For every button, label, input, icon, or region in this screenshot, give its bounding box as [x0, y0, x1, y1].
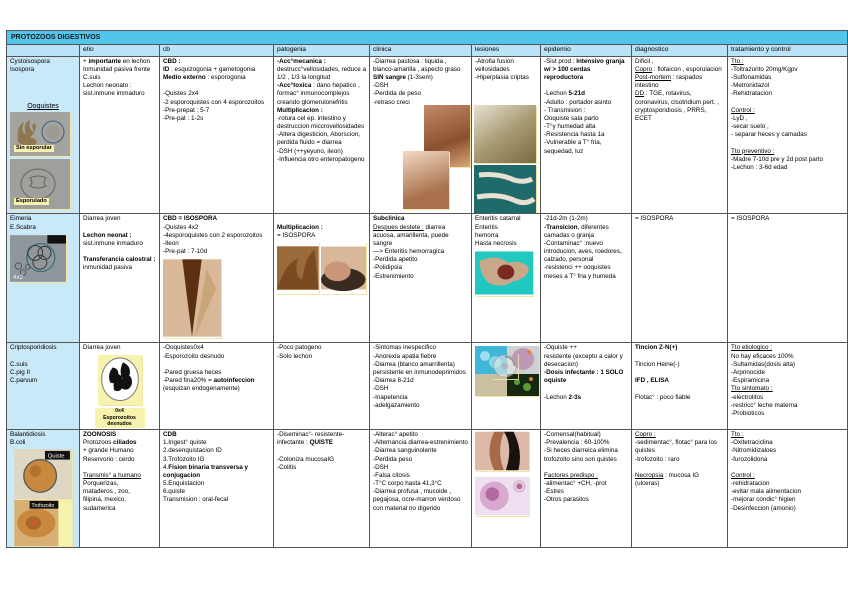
svg-text:Quiste: Quiste	[48, 454, 65, 460]
svg-text:4x2: 4x2	[13, 274, 24, 281]
svg-text:Trofozoito: Trofozoito	[32, 504, 55, 510]
